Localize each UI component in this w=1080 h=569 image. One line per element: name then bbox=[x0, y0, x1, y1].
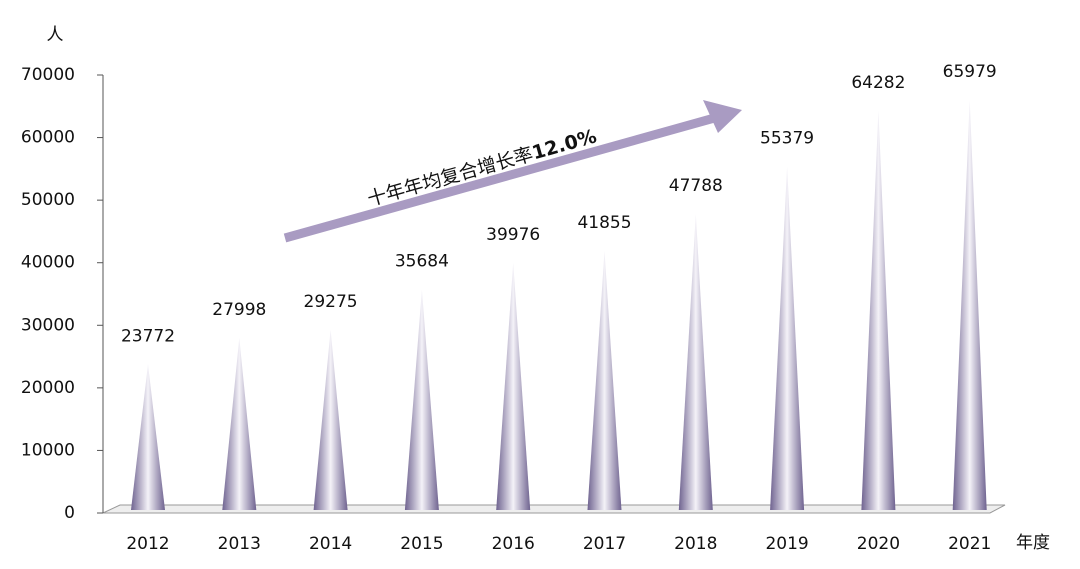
data-label: 23772 bbox=[121, 326, 175, 346]
annotation: 十年年均复合增长率12.0% bbox=[365, 125, 599, 210]
cone bbox=[404, 289, 439, 510]
y-tick-label: 20000 bbox=[21, 378, 75, 398]
cone bbox=[313, 329, 348, 510]
x-axis-label: 年度 bbox=[1016, 533, 1050, 553]
y-tick-label: 50000 bbox=[21, 190, 75, 210]
cone bbox=[131, 364, 165, 510]
trend-arrow: 十年年均复合增长率12.0% bbox=[283, 100, 742, 243]
cone bbox=[678, 213, 713, 511]
cone bbox=[952, 100, 987, 510]
y-tick-label: 30000 bbox=[21, 315, 75, 335]
cone bbox=[587, 251, 622, 510]
y-tick-label: 70000 bbox=[21, 65, 75, 85]
y-tick-label: 10000 bbox=[21, 440, 75, 460]
x-tick-label: 2013 bbox=[218, 534, 261, 554]
data-label: 55379 bbox=[760, 128, 814, 148]
y-axis-label: 人 bbox=[47, 25, 64, 45]
cone bbox=[496, 262, 531, 510]
arrow-head bbox=[703, 100, 742, 133]
x-tick-label: 2019 bbox=[765, 534, 808, 554]
x-tick-label: 2012 bbox=[126, 534, 169, 554]
data-label: 27998 bbox=[212, 300, 266, 320]
y-tick-label: 0 bbox=[64, 503, 75, 523]
data-label: 65979 bbox=[943, 62, 997, 82]
data-label: 41855 bbox=[577, 213, 631, 233]
x-tick-label: 2014 bbox=[309, 534, 352, 554]
data-label: 29275 bbox=[304, 292, 358, 312]
cone bbox=[770, 166, 805, 510]
x-tick-label: 2018 bbox=[674, 534, 717, 554]
x-tick-label: 2021 bbox=[948, 534, 991, 554]
cone bbox=[222, 337, 257, 510]
x-tick-label: 2020 bbox=[857, 534, 900, 554]
x-tick-label: 2017 bbox=[583, 534, 626, 554]
cone bbox=[861, 110, 896, 510]
y-tick-label: 40000 bbox=[21, 253, 75, 273]
arrow-shaft bbox=[283, 112, 720, 243]
x-tick-label: 2016 bbox=[492, 534, 535, 554]
data-label: 64282 bbox=[851, 73, 905, 93]
data-label: 35684 bbox=[395, 252, 449, 272]
data-label: 47788 bbox=[669, 176, 723, 196]
data-label: 39976 bbox=[486, 225, 540, 245]
x-tick-label: 2015 bbox=[400, 534, 443, 554]
y-tick-label: 60000 bbox=[21, 128, 75, 148]
